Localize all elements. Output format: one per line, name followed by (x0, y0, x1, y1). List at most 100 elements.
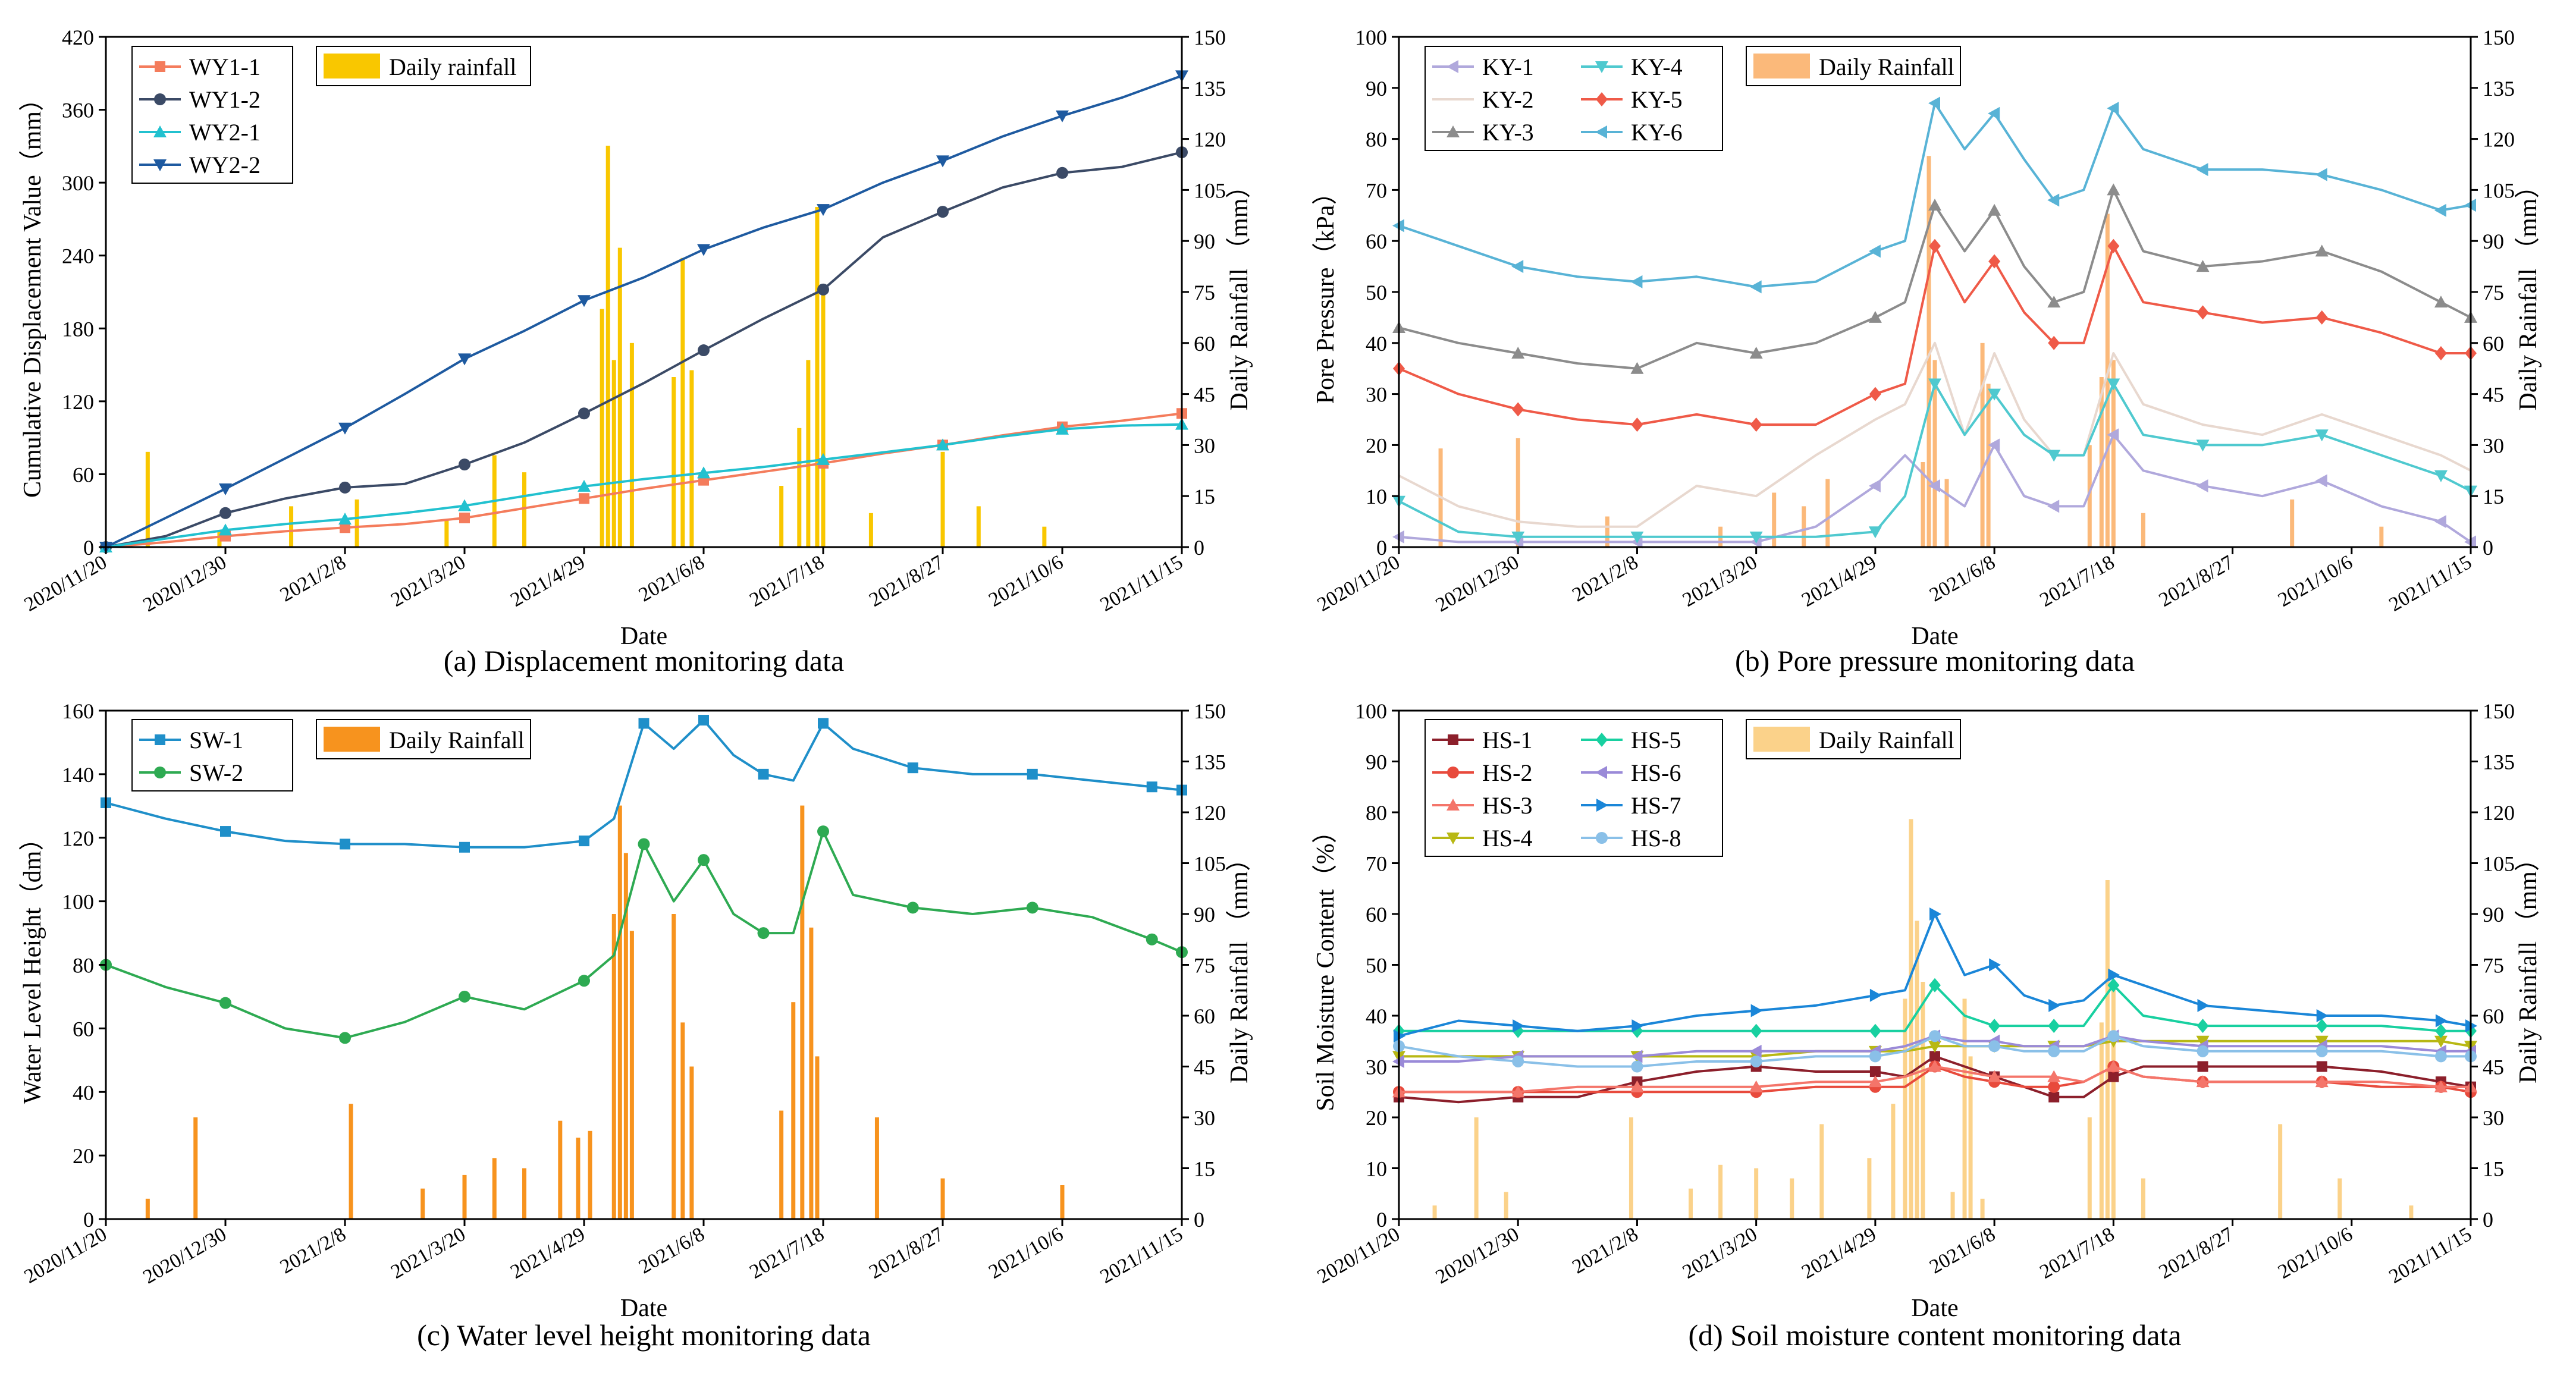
y2-axis-title: Daily Rainfall （mm） (2515, 846, 2542, 1083)
rainfall-bar (444, 520, 449, 547)
y-tick-label: 180 (62, 317, 94, 341)
series-wy2-1 (99, 417, 1188, 552)
y2-tick-label: 15 (1194, 1157, 1215, 1181)
x-axis: 2020/11/20 2020/12/30 2021/2/8 2021/3/20 202… (1313, 547, 2475, 616)
data-point (2434, 203, 2446, 217)
x-tick-label: 2021/8/27 (2155, 1223, 2238, 1283)
data-point (1749, 280, 1762, 294)
data-point (1869, 387, 1881, 401)
legend-marker (153, 159, 167, 171)
rainfall-bar (1718, 1164, 1723, 1219)
data-point (1868, 244, 1881, 258)
rainfall-bar (193, 1117, 198, 1219)
rainfall-bar (576, 1138, 581, 1219)
data-point (1929, 1030, 1941, 1042)
data-point (2434, 346, 2447, 360)
data-point (1749, 346, 1763, 359)
rainfall-bars (1432, 819, 2414, 1219)
series-line (1398, 341, 2471, 528)
rainfall-bar (2087, 445, 2092, 547)
series-line (1398, 434, 2472, 544)
x-tick-label: 2021/11/15 (1096, 1223, 1187, 1288)
y2-tick-label: 150 (2483, 699, 2515, 723)
data-point (1989, 958, 2001, 972)
panel-displacement: 0 60 120 180 240 300 360 420 0 15 30 45 60 75 90 105 120… (19, 26, 1253, 677)
data-point (1869, 1050, 1881, 1063)
y-tick-label: 90 (1366, 750, 1387, 774)
rainfall-bar (1903, 998, 1907, 1219)
rainfall-bar (680, 1022, 685, 1219)
rainfall-bar (217, 530, 222, 547)
y2-tick-label: 90 (1194, 903, 1215, 926)
data-point (936, 155, 949, 168)
data-point (1750, 1023, 1762, 1038)
legend-label: HS-3 (1482, 792, 1532, 819)
legend-label: HS-2 (1482, 759, 1532, 786)
data-point (1513, 1019, 1525, 1033)
data-point (817, 283, 829, 296)
y-tick-label: 10 (1366, 1157, 1387, 1181)
rainfall-bar (1962, 998, 1967, 1219)
y2-tick-label: 60 (2483, 1004, 2504, 1028)
data-point (2315, 1035, 2329, 1048)
series-hs-5 (1393, 978, 2477, 1038)
data-point (1869, 1023, 1881, 1038)
data-point (1988, 438, 2000, 452)
x-tick-label: 2021/11/15 (2385, 1223, 2475, 1288)
series-line (1399, 1035, 2471, 1063)
x-tick-label: 2020/11/20 (20, 1223, 111, 1288)
legend-marker (1596, 733, 1608, 747)
legend-label: WY2-2 (189, 152, 261, 178)
y-tick-label: 100 (62, 890, 94, 914)
data-point (458, 499, 471, 511)
y2-tick-label: 45 (1194, 383, 1215, 407)
rainfall-bar (940, 1178, 945, 1219)
x-tick-label: 2021/10/6 (985, 1223, 1067, 1283)
data-point (2197, 305, 2209, 320)
series-ky-5 (1393, 238, 2477, 432)
series-line (1398, 1035, 2471, 1068)
rainfall-bar (145, 451, 150, 547)
x-tick-label: 2020/12/30 (1432, 1223, 1523, 1288)
data-point (219, 523, 232, 536)
series-line (105, 830, 1182, 1039)
series-line (1398, 189, 2471, 370)
rainfall-bar (462, 1174, 467, 1219)
rainfall-bar (611, 360, 616, 547)
y2-tick-label: 105 (2483, 852, 2515, 876)
data-point (2196, 1035, 2210, 1048)
y-tick-label: 40 (1366, 1004, 1387, 1028)
rainfall-bar (600, 309, 604, 547)
data-point (937, 206, 949, 218)
y-axis-right: 0 15 30 45 60 75 90 105 120 135 150 (2471, 26, 2515, 560)
y-axis-left: 0 60 120 180 240 300 360 420 (62, 26, 106, 560)
data-point (2047, 193, 2060, 207)
y-tick-label: 0 (1376, 1208, 1387, 1232)
data-point (2047, 500, 2060, 513)
y-axis-right: 0 15 30 45 60 75 90 105 120 135 150 (1182, 26, 1226, 560)
x-tick-label: 2021/10/6 (2274, 1223, 2357, 1283)
rainfall-bar (779, 486, 784, 547)
rainfall-bars (145, 146, 1047, 548)
y-tick-label: 420 (62, 26, 94, 49)
rainfall-bar (605, 146, 610, 548)
data-point (2107, 102, 2119, 115)
data-point (1511, 346, 1525, 359)
y2-tick-label: 90 (2483, 230, 2504, 253)
data-point (1869, 1066, 1881, 1078)
series-line (1398, 913, 2471, 1038)
y-tick-label: 40 (73, 1081, 94, 1104)
x-tick-label: 2021/2/8 (277, 551, 350, 606)
x-tick-label: 2020/12/30 (139, 551, 230, 616)
legend-marker (155, 61, 165, 72)
legend-marker (1447, 767, 1459, 778)
series-line (1398, 382, 2471, 538)
data-point (1868, 310, 1882, 323)
x-tick-label: 2021/2/8 (1568, 551, 1642, 606)
data-point (1630, 275, 1643, 288)
legend-marker (1447, 125, 1460, 137)
y2-tick-label: 135 (2483, 77, 2515, 100)
legend-marker (154, 767, 166, 778)
y2-tick-label: 15 (2483, 1157, 2504, 1181)
y-tick-label: 0 (83, 536, 94, 560)
